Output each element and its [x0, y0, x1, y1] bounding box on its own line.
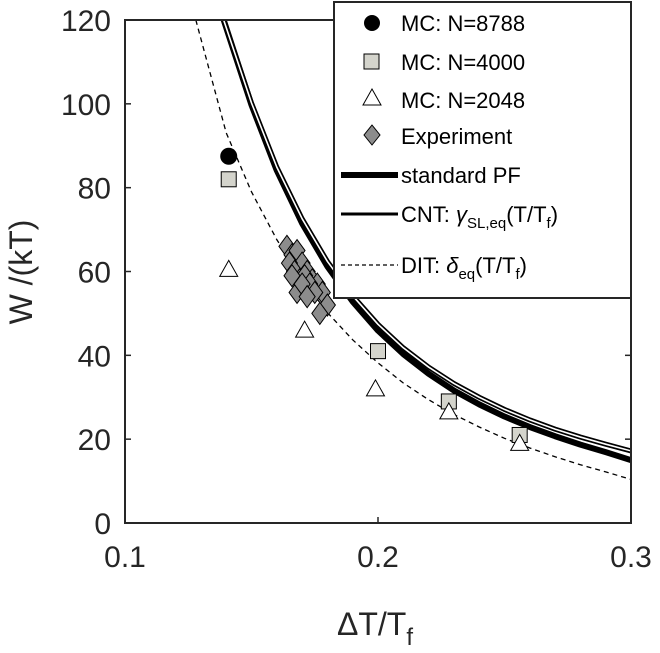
- markers-layer: [218, 147, 530, 451]
- marker-mc-4000: [370, 343, 386, 360]
- legend-label-dit: DIT: δeq(T/Tf): [401, 253, 527, 283]
- legend-marker-diamond: [363, 124, 381, 146]
- x-tick-label: 0.2: [357, 541, 399, 574]
- marker-mc-4000: [220, 171, 237, 188]
- ticks-layer: 0.1 0.2 0.3 0 20 40 60 80 100 120: [61, 5, 652, 574]
- marker-mc-2048: [294, 320, 315, 338]
- marker-experiment: [298, 284, 316, 309]
- legend-label-mc-2048: MC: N=2048: [401, 88, 525, 113]
- x-axis-label: ΔT/Tf: [337, 606, 413, 651]
- legend-marker-triangle: [362, 87, 382, 106]
- y-tick-label: 120: [61, 5, 111, 38]
- curves-layer: [195, 20, 631, 481]
- marker-mc-2048: [438, 401, 459, 420]
- legend-label-experiment: Experiment: [401, 124, 512, 149]
- y-tick-label: 0: [94, 508, 111, 541]
- legend-marker-square: [363, 53, 380, 70]
- marker-mc-2048: [218, 259, 239, 277]
- x-tick-label: 0.1: [104, 541, 146, 574]
- y-tick-label: 100: [61, 89, 111, 122]
- y-tick-label: 80: [78, 173, 111, 206]
- legend-box: [333, 1, 632, 299]
- y-tick-label: 60: [78, 257, 111, 290]
- y-tick-label: 20: [78, 424, 111, 457]
- x-tick-label: 0.3: [610, 541, 652, 574]
- legend-label-mc-4000: MC: N=4000: [401, 50, 525, 75]
- legend: MC: N=8788 MC: N=4000 MC: N=2048 Experim…: [333, 1, 632, 299]
- legend-label-mc-8788: MC: N=8788: [401, 11, 525, 36]
- marker-mc-8788: [220, 147, 238, 165]
- marker-experiment: [311, 301, 329, 326]
- marker-mc-2048: [509, 433, 530, 451]
- legend-label-standard-pf: standard PF: [401, 163, 521, 188]
- legend-marker-circle: [364, 15, 380, 31]
- y-tick-label: 40: [78, 340, 111, 373]
- legend-label-cnt: CNT: γSL,eq(T/Tf): [401, 202, 558, 232]
- series-line-dit-eq-t-t-f: [195, 20, 631, 481]
- y-axis-label: W /(kT): [3, 220, 39, 325]
- marker-mc-2048: [365, 378, 386, 397]
- series-line-cnt-sl-eq-t-t-f-inner: [222, 20, 631, 452]
